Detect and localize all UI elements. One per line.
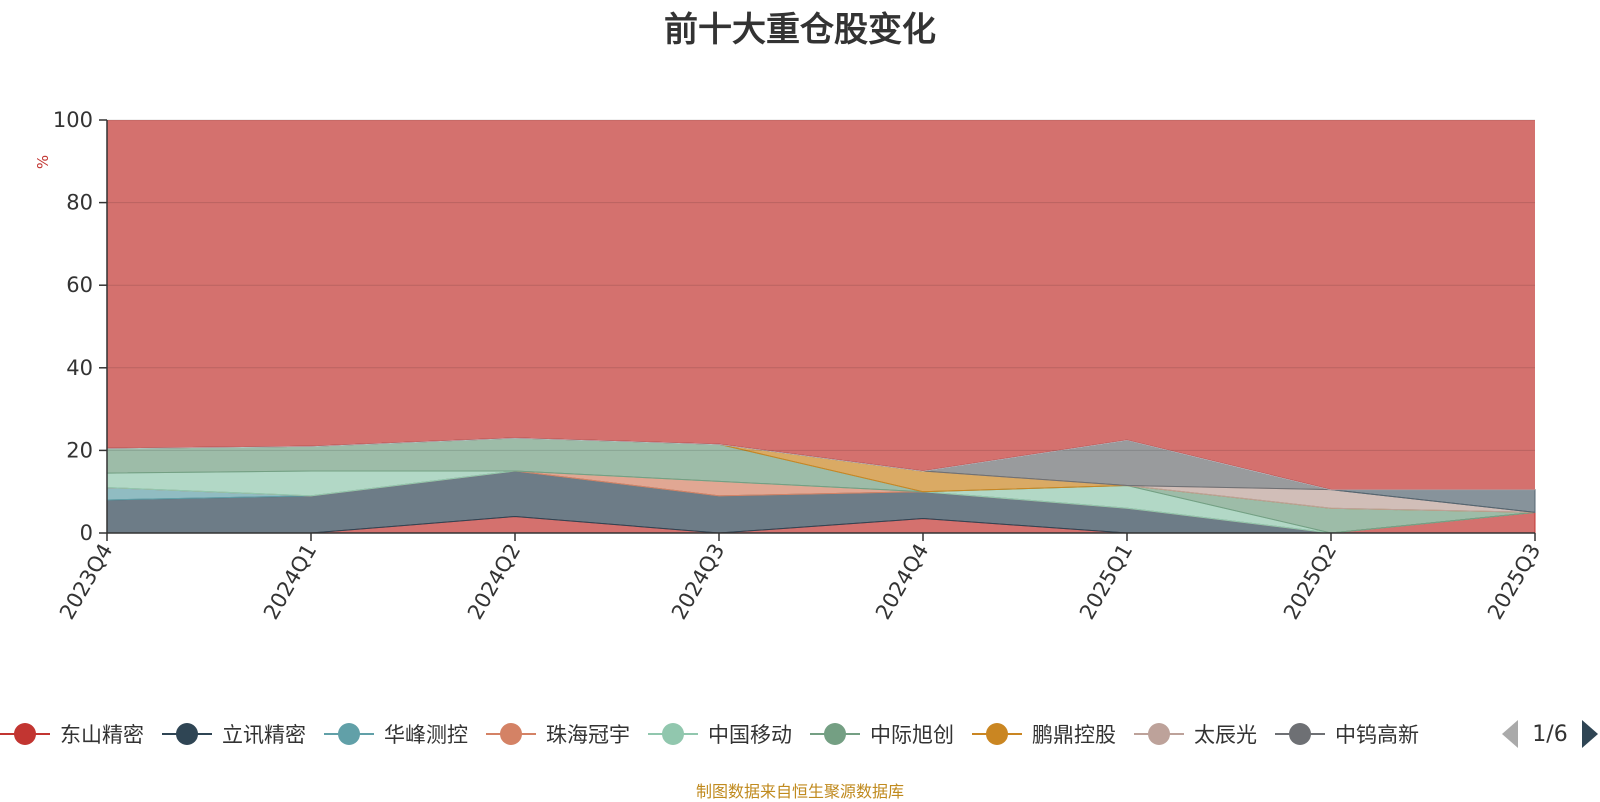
legend-label: 鹏鼎控股	[1032, 723, 1116, 747]
legend-circle-icon	[1289, 723, 1311, 745]
legend-label: 中国移动	[708, 723, 792, 747]
legend-item-东山精密[interactable]: 东山精密	[0, 723, 144, 747]
legend-label: 中钨高新	[1335, 723, 1419, 747]
legend-pager: 1/6	[1502, 720, 1598, 748]
x-tick-label: 2024Q3	[667, 540, 729, 624]
x-tick-label: 2023Q4	[55, 540, 117, 624]
legend-item-珠海冠宇[interactable]: 珠海冠宇	[486, 723, 630, 747]
area-remaining	[107, 120, 1535, 490]
x-tick-label: 2024Q2	[463, 540, 525, 624]
y-tick-label: 100	[53, 108, 93, 132]
area-other-2	[106, 437, 1535, 491]
legend-circle-icon	[500, 723, 522, 745]
legend-item-中际旭创[interactable]: 中际旭创	[810, 723, 954, 747]
x-tick-label: 2024Q4	[871, 540, 933, 624]
x-tick-label: 2025Q1	[1075, 540, 1137, 624]
legend-item-立讯精密[interactable]: 立讯精密	[162, 723, 306, 747]
x-tick-label: 2024Q1	[259, 540, 321, 624]
x-tick-label: 2025Q3	[1483, 540, 1545, 624]
y-tick-label: 60	[66, 273, 93, 297]
pager-text: 1/6	[1532, 722, 1567, 747]
x-tick-label: 2025Q2	[1279, 540, 1341, 624]
legend-circle-icon	[338, 723, 360, 745]
pager-next-icon[interactable]	[1582, 720, 1598, 748]
legend-label: 东山精密	[60, 723, 144, 747]
legend-circle-icon	[662, 723, 684, 745]
legend-circle-icon	[824, 723, 846, 745]
source-note: 制图数据来自恒生聚源数据库	[695, 782, 904, 801]
y-tick-label: 80	[66, 191, 93, 215]
legend-label: 中际旭创	[870, 723, 954, 747]
legend-item-鹏鼎控股[interactable]: 鹏鼎控股	[972, 723, 1116, 747]
chart-title: 前十大重仓股变化	[664, 10, 936, 50]
grid-layer	[107, 119, 1535, 451]
pager-prev-icon[interactable]	[1502, 720, 1518, 748]
y-axis-label: %	[34, 155, 52, 169]
y-tick-label: 20	[66, 438, 93, 462]
legend-label: 太辰光	[1194, 723, 1257, 747]
y-tick-label: 0	[80, 521, 93, 545]
area-layer	[106, 120, 1536, 534]
legend-label: 立讯精密	[222, 723, 306, 747]
legend-circle-icon	[14, 723, 36, 745]
legend-label: 华峰测控	[384, 723, 468, 747]
legend: 东山精密 立讯精密 华峰测控 珠海冠宇 中国移动 中际旭创 鹏鼎控股 太辰光 中钨高新	[0, 723, 1419, 747]
legend-circle-icon	[1148, 723, 1170, 745]
y-tick-label: 40	[66, 356, 93, 380]
legend-label: 珠海冠宇	[546, 723, 630, 747]
legend-circle-icon	[986, 723, 1008, 745]
legend-item-中钨高新[interactable]: 中钨高新	[1275, 723, 1419, 747]
legend-item-中国移动[interactable]: 中国移动	[648, 723, 792, 747]
legend-item-华峰测控[interactable]: 华峰测控	[324, 723, 468, 747]
legend-circle-icon	[176, 723, 198, 745]
legend-item-太辰光[interactable]: 太辰光	[1134, 723, 1257, 747]
